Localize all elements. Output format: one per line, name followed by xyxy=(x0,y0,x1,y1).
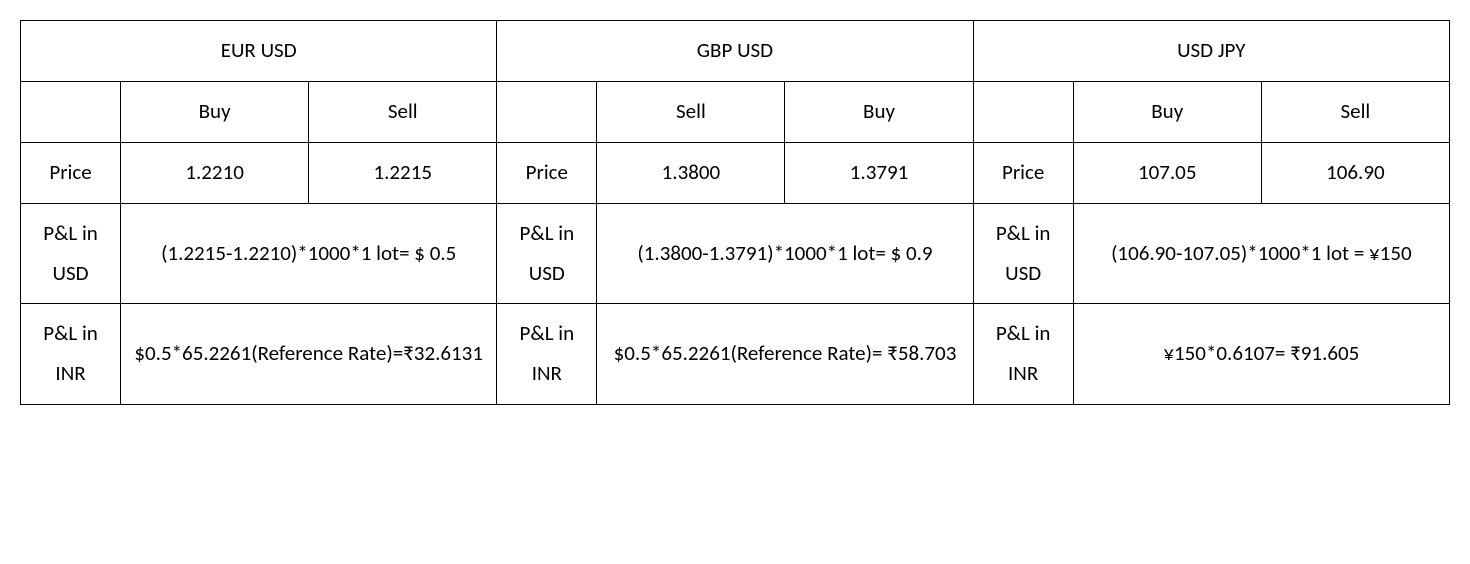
price-cell: 106.90 xyxy=(1261,142,1449,203)
price-cell: 1.3800 xyxy=(597,142,785,203)
col-header: Buy xyxy=(1073,81,1261,142)
blank-cell xyxy=(21,81,121,142)
col-header: Buy xyxy=(785,81,973,142)
row-label: Price xyxy=(497,142,597,203)
row-label: P&L in USD xyxy=(497,203,597,304)
blank-cell xyxy=(973,81,1073,142)
header-row: EUR USD GBP USD USD JPY xyxy=(21,21,1450,82)
row-label: P&L in USD xyxy=(973,203,1073,304)
pl-usd-cell: (1.2215-1.2210)*1000*1 lot= $ 0.5 xyxy=(121,203,497,304)
price-cell: 1.2210 xyxy=(121,142,309,203)
pl-inr-cell: $0.5*65.2261(Reference Rate)=₹32.6131 xyxy=(121,304,497,405)
col-header: Sell xyxy=(597,81,785,142)
pl-usd-cell: (106.90-107.05)*1000*1 lot = ¥150 xyxy=(1073,203,1449,304)
row-label: P&L in INR xyxy=(21,304,121,405)
row-label: P&L in INR xyxy=(973,304,1073,405)
price-cell: 107.05 xyxy=(1073,142,1261,203)
pair-header: USD JPY xyxy=(973,21,1449,82)
pl-inr-cell: $0.5*65.2261(Reference Rate)= ₹58.703 xyxy=(597,304,973,405)
row-label: Price xyxy=(973,142,1073,203)
forex-pl-table: EUR USD GBP USD USD JPY Buy Sell Sell Bu… xyxy=(20,20,1450,405)
col-header: Sell xyxy=(309,81,497,142)
pair-header: EUR USD xyxy=(21,21,497,82)
row-label: Price xyxy=(21,142,121,203)
col-header: Buy xyxy=(121,81,309,142)
price-cell: 1.2215 xyxy=(309,142,497,203)
pl-usd-cell: (1.3800-1.3791)*1000*1 lot= $ 0.9 xyxy=(597,203,973,304)
pair-header: GBP USD xyxy=(497,21,973,82)
pl-usd-row: P&L in USD (1.2215-1.2210)*1000*1 lot= $… xyxy=(21,203,1450,304)
pl-inr-cell: ¥150*0.6107= ₹91.605 xyxy=(1073,304,1449,405)
blank-cell xyxy=(497,81,597,142)
price-row: Price 1.2210 1.2215 Price 1.3800 1.3791 … xyxy=(21,142,1450,203)
price-cell: 1.3791 xyxy=(785,142,973,203)
col-header: Sell xyxy=(1261,81,1449,142)
pl-inr-row: P&L in INR $0.5*65.2261(Reference Rate)=… xyxy=(21,304,1450,405)
row-label: P&L in INR xyxy=(497,304,597,405)
row-label: P&L in USD xyxy=(21,203,121,304)
cols-row: Buy Sell Sell Buy Buy Sell xyxy=(21,81,1450,142)
